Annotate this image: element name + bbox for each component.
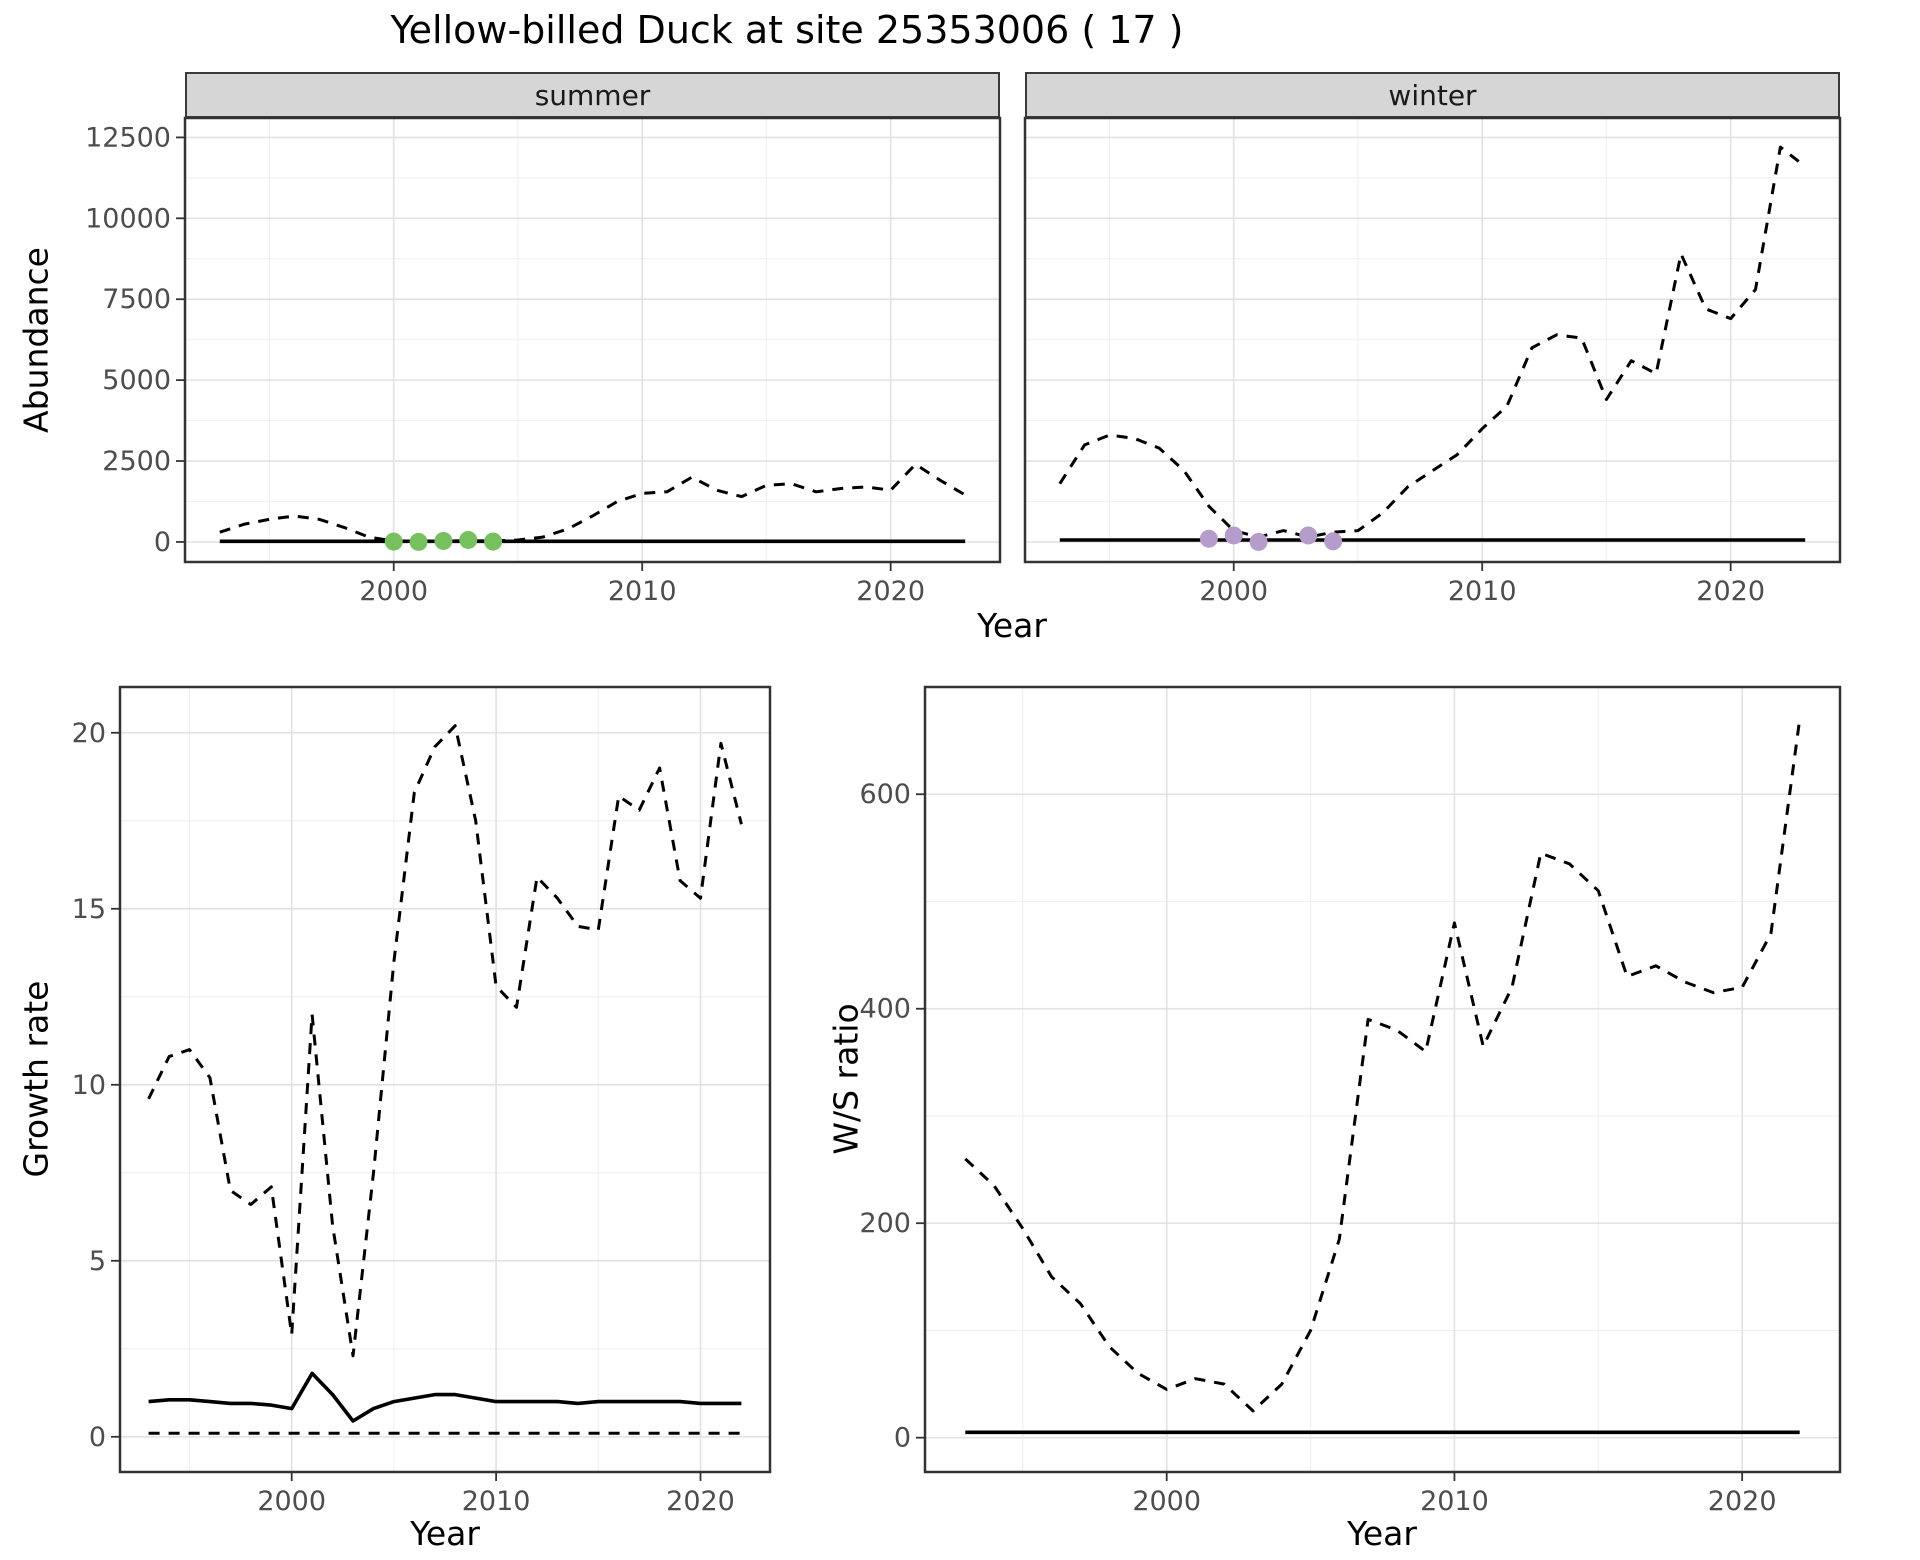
facet-strip-winter-label: winter [1388, 78, 1477, 112]
svg-text:12500: 12500 [85, 122, 171, 153]
top-x-axis-title: Year [977, 606, 1047, 645]
svg-text:2010: 2010 [1448, 576, 1517, 607]
svg-text:400: 400 [859, 994, 911, 1025]
svg-text:600: 600 [859, 779, 911, 810]
facet-strip-summer-label: summer [534, 78, 651, 112]
svg-text:2000: 2000 [257, 1486, 326, 1517]
svg-text:5000: 5000 [102, 365, 171, 396]
summer-abundance-chart: 2000 2010 2020 0 2500 5000 7500 10000 12500 [85, 116, 1002, 607]
svg-text:2500: 2500 [102, 446, 171, 477]
svg-text:2000: 2000 [1132, 1486, 1201, 1517]
ws-x-axis-title: Year [1347, 1514, 1417, 1553]
svg-text:2000: 2000 [1199, 576, 1268, 607]
svg-text:7500: 7500 [102, 284, 171, 315]
ws-ratio-chart: 2000 2010 2020 0 200 400 600 [859, 685, 1842, 1517]
svg-text:2020: 2020 [1708, 1486, 1777, 1517]
plot-title: Yellow-billed Duck at site 25353006 ( 17… [390, 8, 1184, 52]
svg-text:0: 0 [89, 1422, 106, 1453]
svg-text:2020: 2020 [666, 1486, 735, 1517]
svg-text:5: 5 [89, 1246, 106, 1277]
svg-text:2000: 2000 [359, 576, 428, 607]
growth-rate-chart: 2000 2010 2020 0 5 10 15 20 [72, 685, 772, 1517]
svg-text:0: 0 [154, 527, 171, 558]
winter-abundance-chart: 2000 2010 2020 [1023, 116, 1842, 607]
svg-text:2010: 2010 [608, 576, 677, 607]
svg-text:0: 0 [894, 1423, 911, 1454]
svg-text:2010: 2010 [1420, 1486, 1489, 1517]
svg-text:2010: 2010 [462, 1486, 531, 1517]
facet-strip-winter: winter [1025, 72, 1840, 118]
svg-text:10: 10 [72, 1070, 106, 1101]
abundance-axis-title: Abundance [16, 247, 56, 433]
svg-text:200: 200 [859, 1208, 911, 1239]
growth-x-axis-title: Year [410, 1514, 480, 1553]
svg-text:2020: 2020 [856, 576, 925, 607]
svg-text:2020: 2020 [1696, 576, 1765, 607]
svg-text:15: 15 [72, 894, 106, 925]
svg-text:10000: 10000 [85, 203, 171, 234]
svg-text:20: 20 [72, 718, 106, 749]
facet-strip-summer: summer [185, 72, 1000, 118]
